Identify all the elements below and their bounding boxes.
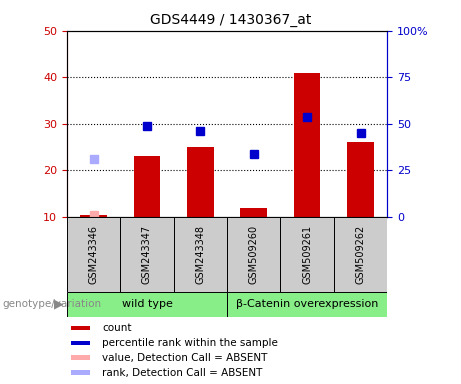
Bar	[71, 341, 89, 345]
Text: GSM509262: GSM509262	[355, 225, 366, 284]
Bar	[80, 215, 107, 217]
Text: wild type: wild type	[122, 299, 172, 310]
Text: percentile rank within the sample: percentile rank within the sample	[102, 338, 278, 348]
Text: GSM243348: GSM243348	[195, 225, 205, 284]
Text: value, Detection Call = ABSENT: value, Detection Call = ABSENT	[102, 353, 267, 363]
Text: rank, Detection Call = ABSENT: rank, Detection Call = ABSENT	[102, 368, 262, 378]
Text: GSM243347: GSM243347	[142, 225, 152, 284]
Bar	[294, 73, 320, 217]
Bar	[71, 326, 89, 331]
Text: GSM509260: GSM509260	[249, 225, 259, 284]
Text: genotype/variation: genotype/variation	[2, 299, 101, 310]
Bar	[227, 292, 387, 317]
Text: ▶: ▶	[54, 298, 64, 311]
Text: GSM243346: GSM243346	[89, 225, 99, 284]
Bar	[120, 217, 174, 292]
Bar	[280, 217, 334, 292]
Bar	[174, 217, 227, 292]
Bar	[240, 208, 267, 217]
Text: count: count	[102, 323, 131, 333]
Bar	[187, 147, 214, 217]
Text: β-Catenin overexpression: β-Catenin overexpression	[236, 299, 378, 310]
Bar	[227, 217, 280, 292]
Bar	[71, 370, 89, 375]
Bar	[71, 356, 89, 360]
Text: GSM509261: GSM509261	[302, 225, 312, 284]
Bar	[134, 156, 160, 217]
Bar	[67, 292, 227, 317]
Text: GDS4449 / 1430367_at: GDS4449 / 1430367_at	[150, 13, 311, 27]
Bar	[334, 217, 387, 292]
Bar	[67, 217, 120, 292]
Bar	[347, 142, 374, 217]
